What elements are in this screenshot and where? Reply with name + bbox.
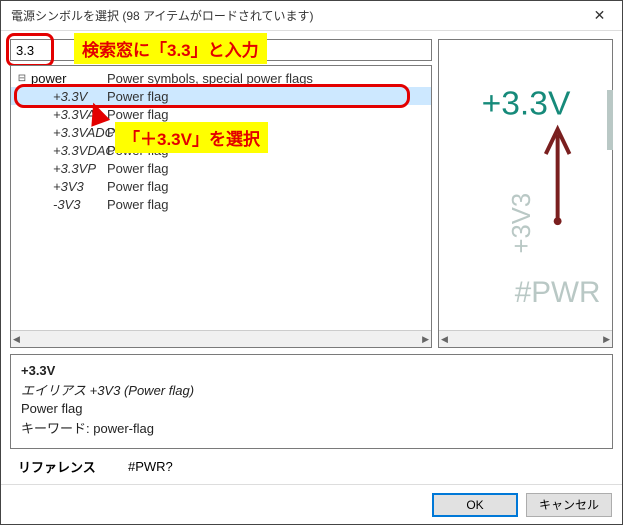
scroll-left-icon[interactable]: ◀: [441, 334, 448, 345]
tree-item-name: -3V3: [29, 197, 107, 212]
tree-item-name: +3.3VA: [29, 107, 107, 122]
window-title: 電源シンボルを選択 (98 アイテムがロードされています): [11, 7, 313, 24]
tree-root-power[interactable]: ⊟ power Power symbols, special power fla…: [11, 69, 431, 87]
tree-item[interactable]: +3.3VDACPower flag: [11, 141, 431, 159]
left-pane: 検索窓に「3.3」と入力 ⊟ power Power symbols, spec…: [10, 39, 432, 348]
tree-root-label: power: [29, 71, 107, 86]
tree-item-desc: Power flag: [107, 197, 168, 212]
tree-item-name: +3.3VDAC: [29, 143, 107, 158]
info-keywords-label: キーワード:: [21, 421, 90, 436]
tree-item[interactable]: +3V3Power flag: [11, 177, 431, 195]
tree-item[interactable]: +3.3VPower flag: [11, 87, 431, 105]
tree-item[interactable]: +3.3VAPower flag: [11, 105, 431, 123]
symbol-tree[interactable]: ⊟ power Power symbols, special power fla…: [10, 65, 432, 348]
tree-item-desc: Power flag: [107, 89, 168, 104]
info-keywords-row: キーワード: power-flag: [21, 418, 602, 437]
tree-body: ⊟ power Power symbols, special power fla…: [11, 66, 431, 213]
filter-input[interactable]: [10, 39, 432, 61]
symbol-preview: +3.3V +3V3 #PWR ◀ ▶: [438, 39, 613, 348]
info-panel: +3.3V エイリアス +3V3 (Power flag) Power flag…: [10, 354, 613, 449]
reference-label: リファレンス: [18, 457, 128, 476]
upper-panes: 検索窓に「3.3」と入力 ⊟ power Power symbols, spec…: [10, 39, 613, 348]
tree-item-desc: Power flag: [107, 107, 168, 122]
close-icon: ✕: [594, 7, 606, 24]
ok-button[interactable]: OK: [432, 493, 518, 517]
tree-h-scrollbar[interactable]: ◀ ▶: [11, 330, 431, 347]
tree-item[interactable]: -3V3Power flag: [11, 195, 431, 213]
preview-h-scrollbar[interactable]: ◀ ▶: [439, 330, 612, 347]
svg-text:+3.3V: +3.3V: [482, 85, 571, 122]
scroll-right-icon[interactable]: ▶: [603, 334, 610, 345]
tree-item-desc: Power flag: [107, 161, 168, 176]
tree-item-desc: Power flag: [107, 143, 168, 158]
collapse-icon[interactable]: ⊟: [15, 73, 29, 84]
ok-label: OK: [466, 498, 483, 512]
scroll-left-icon[interactable]: ◀: [13, 334, 20, 345]
power-symbol-dialog: 電源シンボルを選択 (98 アイテムがロードされています) ✕ 検索窓に「3.3…: [0, 0, 623, 525]
dialog-buttons: OK キャンセル: [1, 484, 622, 524]
cancel-button[interactable]: キャンセル: [526, 493, 612, 517]
reference-value: #PWR?: [128, 459, 173, 474]
cancel-label: キャンセル: [539, 496, 599, 513]
tree-root-desc: Power symbols, special power flags: [107, 71, 313, 86]
info-alias: エイリアス +3V3 (Power flag): [21, 380, 602, 399]
preview-v-scrollmark: [607, 90, 613, 150]
dialog-content: 検索窓に「3.3」と入力 ⊟ power Power symbols, spec…: [1, 31, 622, 484]
reference-row: リファレンス #PWR?: [10, 455, 613, 476]
info-name: +3.3V: [21, 363, 602, 378]
svg-text:+3V3: +3V3: [508, 193, 536, 254]
filter-wrap: 検索窓に「3.3」と入力: [10, 39, 432, 61]
tree-item-name: +3.3VP: [29, 161, 107, 176]
tree-item-name: +3.3VADC: [29, 125, 107, 140]
tree-item[interactable]: +3.3VADCPower flag: [11, 123, 431, 141]
close-button[interactable]: ✕: [577, 1, 622, 31]
tree-item-desc: Power flag: [107, 179, 168, 194]
tree-item-name: +3.3V: [29, 89, 107, 104]
tree-item-desc: Power flag: [107, 125, 168, 140]
scroll-right-icon[interactable]: ▶: [422, 334, 429, 345]
info-desc: Power flag: [21, 401, 602, 416]
tree-item[interactable]: +3.3VPPower flag: [11, 159, 431, 177]
info-keywords: power-flag: [93, 421, 154, 436]
tree-item-name: +3V3: [29, 179, 107, 194]
svg-text:#PWR: #PWR: [515, 276, 601, 309]
titlebar[interactable]: 電源シンボルを選択 (98 アイテムがロードされています) ✕: [1, 1, 622, 31]
preview-svg: +3.3V +3V3 #PWR: [439, 40, 612, 347]
